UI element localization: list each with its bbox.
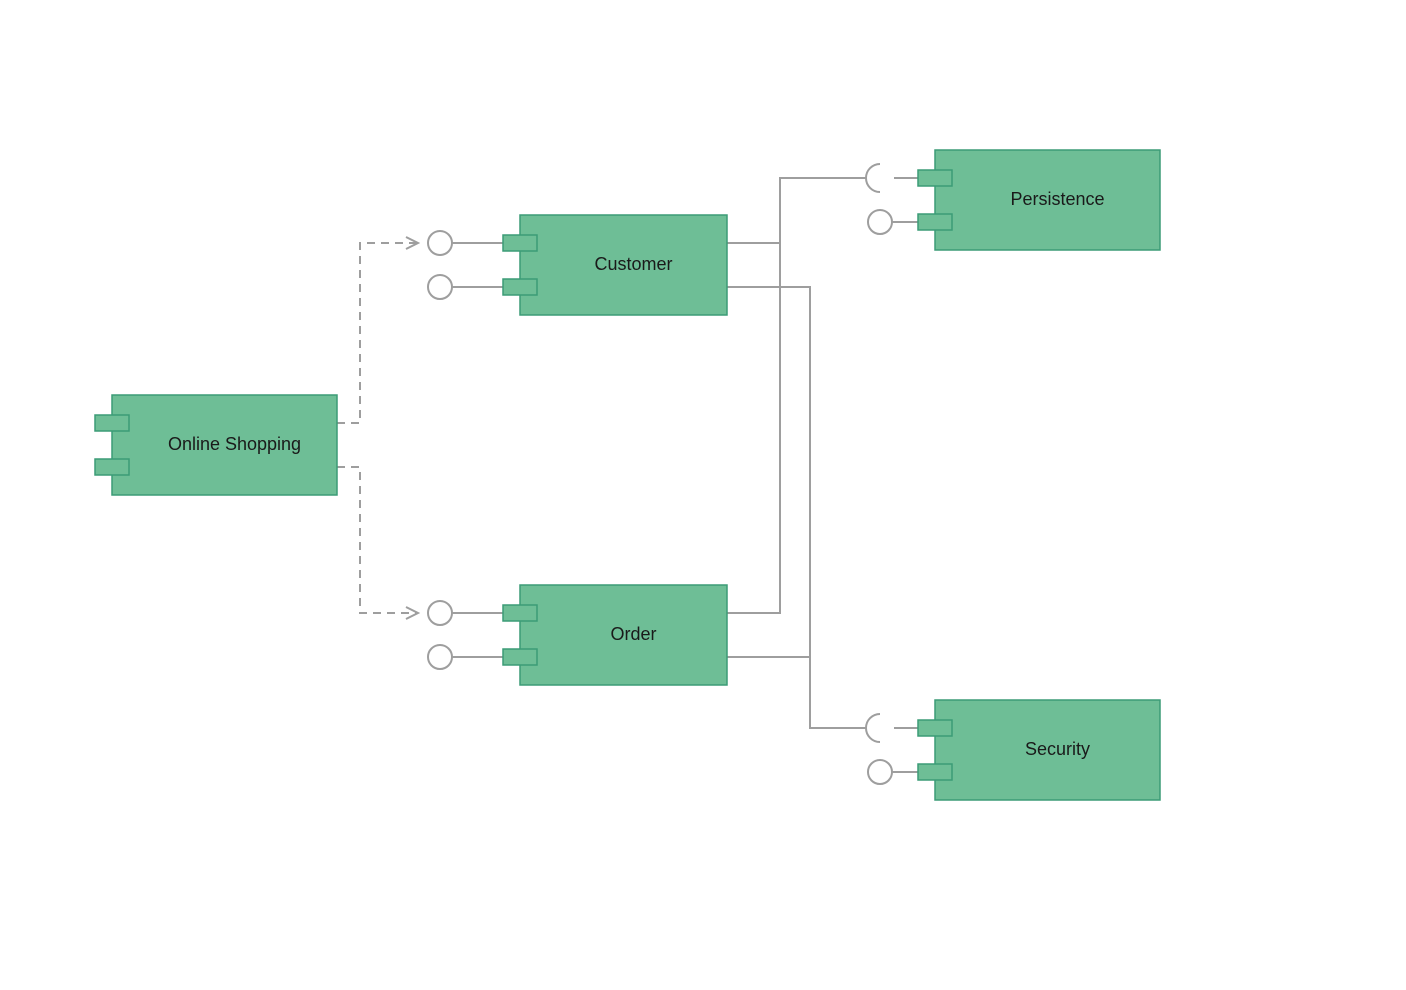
component-order: Order <box>503 585 727 685</box>
lollipop-customer_lolli2 <box>428 275 452 299</box>
lollipop-security_lolli <box>868 760 892 784</box>
component-label-online_shopping: Online Shopping <box>168 434 301 454</box>
lollipop-order_req <box>428 601 452 625</box>
edge-customer_to_security <box>727 287 866 728</box>
lollipop-customer_req <box>428 231 452 255</box>
component-persistence: Persistence <box>918 150 1160 250</box>
uml-component-diagram: Online Shopping Customer Order Persistence S… <box>0 0 1406 990</box>
component-label-order: Order <box>610 624 656 644</box>
socket-security_socket <box>866 714 880 742</box>
edge-order_to_security <box>727 657 866 728</box>
component-label-security: Security <box>1025 739 1090 759</box>
component-online_shopping: Online Shopping <box>95 395 337 495</box>
socket-persist_socket <box>866 164 880 192</box>
edge-os_to_order <box>337 467 418 613</box>
component-label-customer: Customer <box>594 254 672 274</box>
component-customer: Customer <box>503 215 727 315</box>
edge-customer_to_persist <box>727 178 866 243</box>
component-label-persistence: Persistence <box>1010 189 1104 209</box>
lollipop-persist_lolli <box>868 210 892 234</box>
component-security: Security <box>918 700 1160 800</box>
edge-os_to_customer <box>337 243 418 423</box>
lollipop-order_lolli2 <box>428 645 452 669</box>
